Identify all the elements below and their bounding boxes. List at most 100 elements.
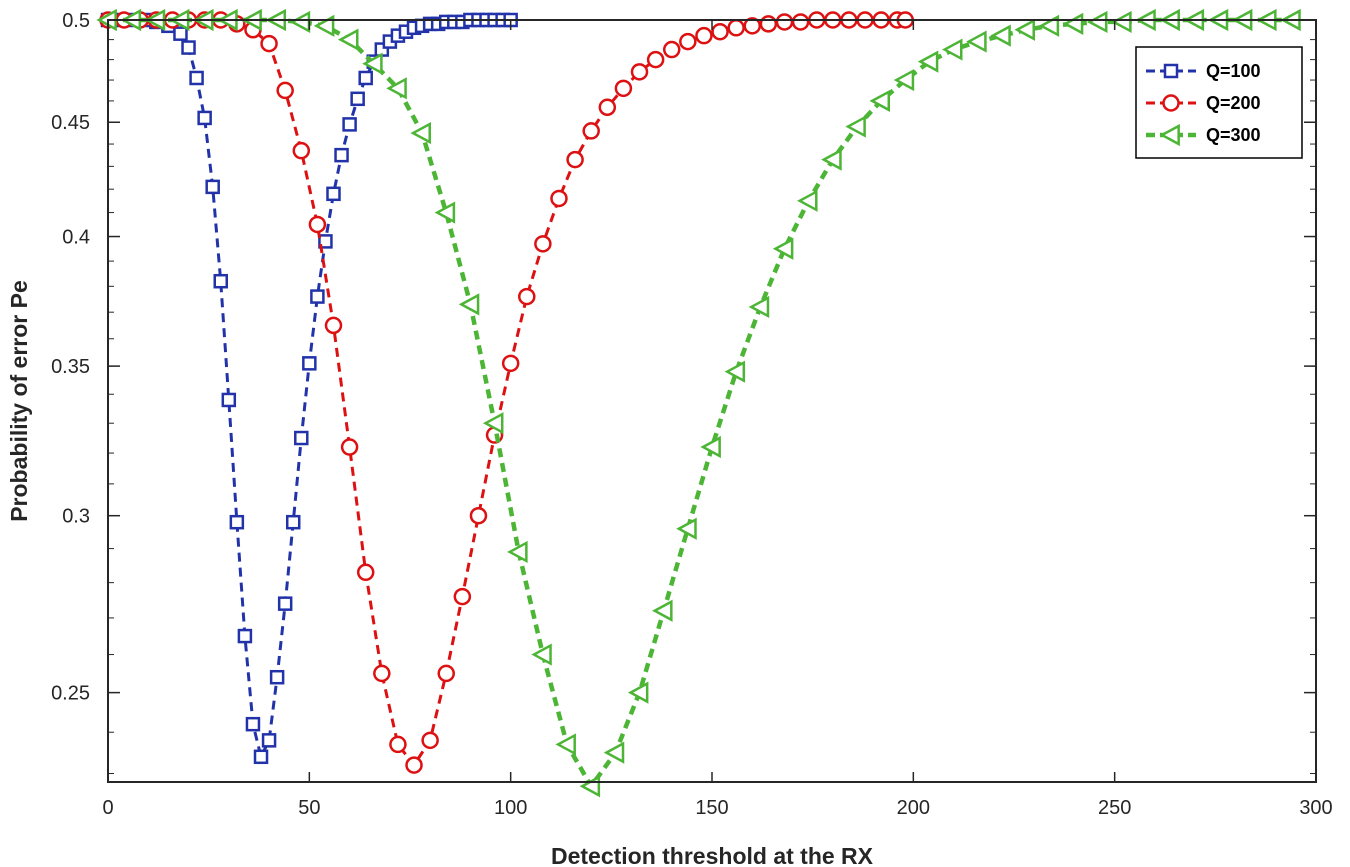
data-point	[700, 435, 721, 459]
y-tick-label: 0.4	[62, 227, 90, 249]
data-point	[340, 438, 359, 456]
y-tick-label: 0.5	[62, 10, 90, 32]
x-tick-label: 50	[298, 797, 320, 819]
data-point	[313, 14, 335, 37]
data-point	[550, 189, 568, 208]
y-tick-label: 0.45	[51, 112, 90, 134]
legend-label: Q=100	[1206, 61, 1261, 81]
legend-item: Q=100	[1146, 61, 1261, 81]
y-axis-label: Probability of error Pe	[6, 280, 32, 522]
data-point	[679, 32, 697, 51]
data-point	[434, 201, 456, 224]
data-point	[356, 563, 375, 582]
data-point	[181, 40, 196, 55]
data-point	[917, 50, 939, 73]
data-point	[213, 273, 228, 289]
data-point	[410, 121, 431, 145]
data-point	[711, 22, 729, 41]
data-point	[598, 98, 617, 117]
legend-marker	[1159, 123, 1180, 147]
data-point	[748, 295, 770, 319]
data-point	[531, 643, 552, 666]
legend: Q=100 Q=200 Q=300	[1135, 46, 1303, 159]
data-point	[334, 147, 349, 163]
data-point	[302, 356, 317, 371]
x-tick-label: 150	[695, 797, 728, 819]
x-tick-label: 300	[1299, 797, 1332, 819]
data-point	[285, 514, 301, 530]
data-point	[743, 17, 762, 35]
data-point	[791, 13, 810, 31]
data-point	[173, 26, 188, 41]
data-point	[501, 354, 520, 373]
x-tick-label: 200	[897, 797, 930, 819]
y-tick-label: 0.25	[51, 683, 90, 705]
data-point	[324, 316, 343, 335]
data-point	[189, 70, 204, 86]
data-point	[555, 733, 576, 756]
data-point	[646, 50, 665, 69]
data-point	[695, 26, 713, 45]
x-tick-label: 0	[102, 797, 113, 819]
data-point	[342, 117, 357, 132]
data-point	[237, 628, 253, 644]
data-point	[797, 189, 818, 212]
data-point	[893, 68, 915, 92]
data-point	[294, 430, 309, 446]
data-point	[362, 52, 383, 75]
data-point	[507, 540, 528, 564]
data-point	[1111, 10, 1132, 34]
data-point	[630, 63, 649, 81]
y-tick-label: 0.35	[51, 356, 90, 378]
data-point	[966, 30, 987, 53]
data-point	[453, 587, 472, 606]
legend-label: Q=200	[1206, 93, 1261, 113]
data-point	[458, 293, 480, 316]
legend-item: Q=300	[1146, 123, 1261, 147]
data-point	[603, 741, 625, 764]
data-point	[358, 70, 373, 86]
series-line	[108, 18, 511, 762]
data-point	[197, 110, 212, 126]
legend-entries: Q=100 Q=200 Q=300	[1146, 61, 1261, 147]
x-axis-label: Detection threshold at the RX	[551, 843, 874, 867]
data-point	[437, 664, 455, 683]
data-point	[229, 514, 245, 530]
data-point	[582, 122, 600, 140]
data-point	[389, 735, 407, 754]
plot-area	[108, 20, 1316, 782]
data-point	[1014, 18, 1035, 41]
data-point	[1038, 14, 1060, 37]
data-point	[260, 34, 278, 53]
y-tick-label: 0.3	[62, 506, 90, 528]
data-point	[990, 24, 1011, 47]
data-point	[676, 517, 697, 540]
data-point	[326, 186, 341, 202]
data-point	[614, 79, 633, 98]
data-point	[337, 28, 359, 51]
data-point	[253, 749, 269, 765]
series-layer	[96, 8, 1301, 798]
legend-item: Q=200	[1146, 93, 1261, 113]
data-point	[941, 38, 963, 61]
legend-label: Q=300	[1206, 125, 1261, 145]
data-point	[318, 234, 333, 249]
legend-marker	[1162, 94, 1180, 112]
data-point	[727, 19, 745, 37]
data-point	[350, 91, 365, 107]
tick-layer: 0 50 100 150 200 250 300 0.25 0.3 0.35 0.4 0.45 0.5	[51, 10, 1333, 819]
data-point	[662, 40, 681, 59]
data-point	[821, 148, 842, 171]
data-point	[772, 237, 794, 260]
data-point	[308, 215, 327, 234]
data-point	[261, 733, 277, 748]
data-point	[775, 13, 794, 31]
data-point	[373, 664, 391, 683]
x-tick-label: 250	[1098, 797, 1131, 819]
data-point	[759, 15, 778, 33]
data-point	[292, 141, 311, 160]
data-point	[869, 89, 891, 113]
data-point	[627, 681, 649, 704]
data-point	[277, 596, 293, 611]
